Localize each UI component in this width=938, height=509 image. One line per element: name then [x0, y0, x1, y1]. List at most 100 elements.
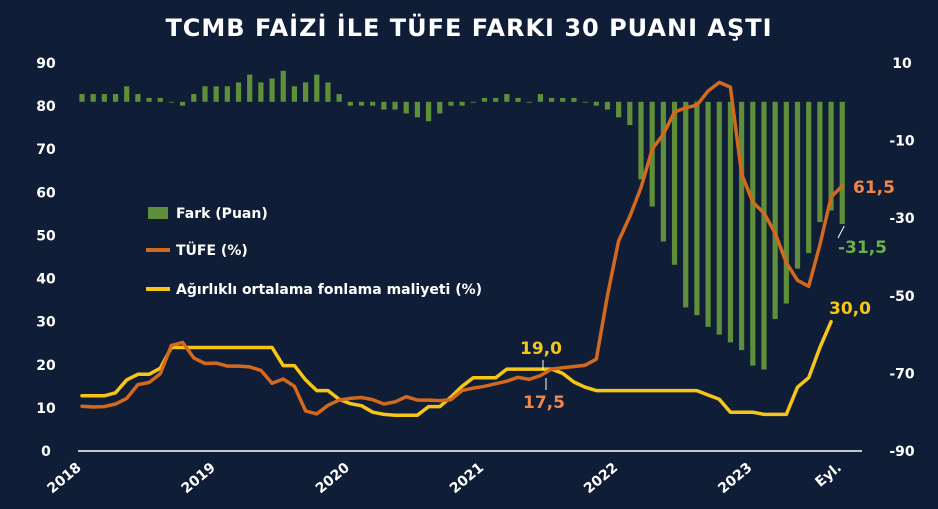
fark-bar: [113, 94, 118, 102]
left-axis-tick: 30: [36, 315, 56, 331]
annotation-tufe-2021: 17,5: [523, 393, 565, 413]
fark-bar: [102, 94, 107, 102]
aof-line: [82, 322, 831, 416]
right-axis-tick: -50: [889, 289, 915, 305]
fark-bar: [471, 102, 476, 103]
fark-bar: [415, 102, 420, 118]
fark-bar: [549, 98, 554, 102]
x-axis-tick: 2021: [447, 460, 487, 497]
left-axis-tick: 10: [36, 401, 56, 417]
fark-bar: [616, 102, 621, 118]
fark-bar: [135, 94, 140, 102]
left-axis-tick: 20: [36, 358, 56, 374]
fark-bar: [482, 98, 487, 102]
fark-bar: [739, 102, 744, 350]
fark-bar: [225, 86, 230, 102]
fark-bar: [191, 94, 196, 102]
fark-bar: [124, 86, 129, 102]
fark-bar: [527, 102, 532, 103]
fark-bar: [806, 102, 811, 253]
fark-bar: [705, 102, 710, 327]
x-axis-tick: Eyl.: [812, 460, 844, 491]
fark-bar: [404, 102, 409, 114]
x-axis-tick: 2020: [313, 460, 353, 497]
fark-bar: [169, 102, 174, 103]
fark-bar: [795, 102, 800, 269]
fark-bar: [460, 102, 465, 106]
fark-bar: [583, 102, 588, 103]
left-axis-tick: 50: [36, 228, 56, 244]
fark-bar: [560, 98, 565, 102]
annotation-fark-last: -31,5: [838, 238, 887, 258]
fark-bar: [258, 82, 263, 101]
fark-bar: [817, 102, 822, 222]
fark-bar: [515, 98, 520, 102]
right-axis-tick: -70: [889, 366, 915, 382]
x-axis-tick: 2022: [581, 460, 621, 497]
fark-bar: [784, 102, 789, 304]
fark-bar: [627, 102, 632, 125]
fark-bar: [661, 102, 666, 242]
left-axis-tick: 70: [36, 142, 56, 158]
fark-bar: [392, 102, 397, 110]
right-axis-tick: -10: [889, 134, 915, 150]
fark-bar: [79, 94, 84, 102]
x-axis-tick: 2023: [715, 460, 755, 497]
x-axis-tick: 2018: [44, 460, 84, 497]
fark-bar: [728, 102, 733, 343]
annotation-aof-last: 30,0: [829, 299, 871, 319]
fark-bar: [292, 86, 297, 102]
fark-bar: [538, 94, 543, 102]
fark-bar: [840, 102, 845, 224]
fark-bar: [504, 94, 509, 102]
fark-bar: [202, 86, 207, 102]
fark-bar: [325, 82, 330, 101]
fark-bar: [605, 102, 610, 110]
fark-bar: [717, 102, 722, 335]
right-axis-tick: 10: [892, 56, 912, 72]
fark-bar: [337, 94, 342, 102]
fark-bar: [303, 82, 308, 101]
fark-bar: [214, 86, 219, 102]
fark-bar: [247, 75, 252, 102]
annotation-aof-2021: 19,0: [520, 339, 562, 359]
left-axis-tick: 90: [36, 56, 56, 72]
fark-bar: [236, 82, 241, 101]
fark-bar: [493, 98, 498, 102]
fark-bar: [773, 102, 778, 319]
fark-bar: [359, 102, 364, 106]
left-axis-tick: 60: [36, 185, 56, 201]
fark-bar: [683, 102, 688, 308]
right-axis-tick: -90: [889, 444, 915, 460]
legend-label-tufe: TÜFE (%): [176, 241, 248, 259]
fark-bar: [91, 94, 96, 102]
annotation-tufe-last: 61,5: [853, 178, 895, 198]
fark-bar: [314, 75, 319, 102]
fark-bar: [571, 98, 576, 102]
fark-bar: [638, 102, 643, 180]
fark-bar: [158, 98, 163, 102]
left-axis-tick: 80: [36, 99, 56, 115]
x-axis-tick: 2019: [179, 460, 219, 497]
legend-marker-fark: [148, 207, 168, 219]
fark-bar: [180, 102, 185, 106]
fark-bar: [437, 102, 442, 114]
fark-bar: [381, 102, 386, 110]
left-axis-tick: 0: [41, 444, 51, 460]
fark-bar: [694, 102, 699, 315]
fark-bar: [750, 102, 755, 366]
fark-bar: [594, 102, 599, 106]
fark-bar: [146, 98, 151, 102]
right-axis-tick: -30: [889, 211, 915, 227]
fark-bar: [426, 102, 431, 121]
fark-bar: [672, 102, 677, 265]
left-axis-tick: 40: [36, 272, 56, 288]
fark-bar: [269, 79, 274, 102]
fark-bar: [370, 102, 375, 106]
legend-label-fark: Fark (Puan): [176, 206, 268, 222]
fark-bar: [281, 71, 286, 102]
fark-bar: [448, 102, 453, 106]
annotation-fark-leader: [838, 226, 844, 238]
